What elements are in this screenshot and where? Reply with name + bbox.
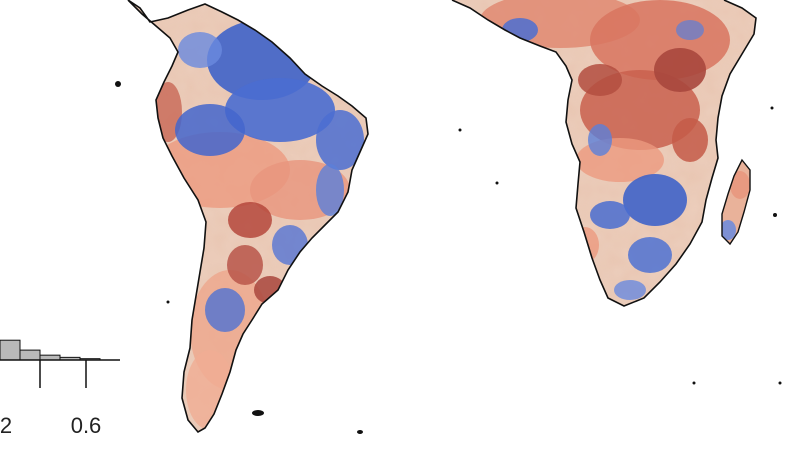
- madagascar-landmass: [721, 158, 751, 246]
- legend-tick-label: 2: [0, 413, 12, 438]
- south-america-landmass: [127, 0, 369, 434]
- legend-histogram-bar: [19, 349, 41, 361]
- legend-tick-label: 0.6: [71, 413, 102, 438]
- small-islands: [115, 81, 782, 434]
- legend-histogram: 2 0.6: [0, 339, 120, 438]
- africa-landmass: [451, 0, 757, 307]
- legend-histogram-bar: [0, 339, 21, 361]
